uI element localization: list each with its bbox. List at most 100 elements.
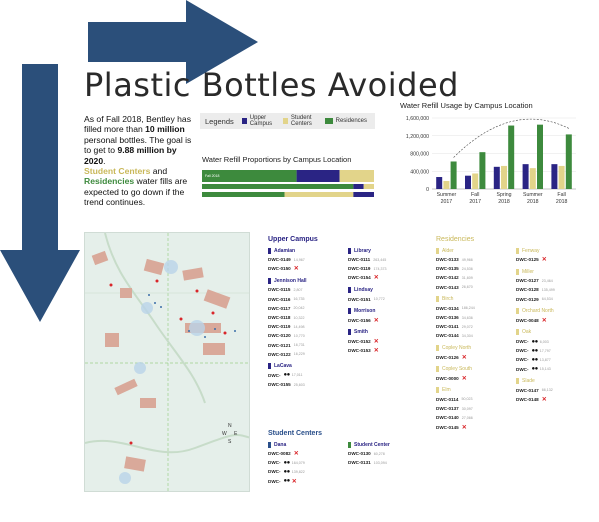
fountain-code: DWC- [516, 357, 529, 363]
fountain-code: DWC-0118 [268, 315, 291, 321]
building-name: Copley South [436, 365, 475, 374]
building-label: Morrison [354, 308, 376, 315]
fill-count: 139,822 [291, 469, 305, 474]
legend-item: Upper Campus [241, 115, 275, 127]
fountain-row: DWC-0111 263,445 [348, 255, 386, 264]
building-column: Alder DWC-0133 49,966 DWC-0135 24,536 DWC-014… [436, 243, 475, 432]
fountain-code: DWC-0141 [436, 324, 459, 330]
redacted-dots: ●● [283, 459, 291, 466]
building-label: Jennison Hall [274, 277, 307, 284]
fountain-code: DWC-0111 [348, 257, 371, 263]
intro-part: personal bottles. The goal is to get to [84, 134, 192, 156]
fountain-row: DWC-0119 174,373 [348, 264, 386, 273]
fill-count: 14,967 [293, 257, 305, 262]
building-name: Birch [436, 295, 475, 304]
building-label: Dana [274, 441, 287, 448]
map-marker-zone [164, 260, 178, 274]
fill-count: 50,023 [461, 397, 473, 402]
map-building [91, 250, 109, 266]
building-name: Elm [436, 386, 475, 395]
fill-count: 24,536 [461, 266, 473, 271]
fountain-row: DWC-0152 ✕ [348, 337, 386, 346]
legend-title: Legends [205, 116, 234, 126]
fountain-row: DWC-0156 ✕ [348, 316, 386, 325]
map-point [154, 302, 156, 304]
map-building [120, 288, 132, 298]
arrow-shape [88, 0, 258, 84]
fountain-code: DWC-0143 [436, 284, 459, 290]
x-tick-label: 2018 [556, 199, 568, 205]
building-name: Morrison [348, 307, 386, 316]
offline-x-icon: ✕ [541, 317, 547, 324]
usage-bar [450, 161, 457, 189]
x-tick-label: Summer [437, 192, 457, 198]
offline-x-icon: ✕ [541, 257, 547, 264]
fountain-row: DWC-0120 10,770 [268, 331, 307, 340]
fountain-row: DWC- ●● 17,797 [516, 346, 555, 355]
building-name: Fenway [516, 246, 555, 255]
fountain-code: DWC-0127 [516, 278, 539, 284]
fountain-code: DWC- [516, 366, 529, 372]
usage-bar [443, 181, 450, 189]
fountain-row: DWC-0150 ✕ [268, 264, 307, 273]
building-label: Alder [442, 247, 454, 254]
offline-x-icon: ✕ [293, 266, 299, 273]
offline-x-icon: ✕ [373, 348, 379, 355]
legend-label: Upper Campus [249, 115, 273, 127]
map-point [109, 283, 113, 287]
legend: Legends Upper Campus Student Centers Res… [200, 113, 375, 129]
y-tick-label: 800,000 [410, 152, 429, 158]
fountain-row: DWC-0144 34,304 [436, 331, 475, 340]
proportion-segment [202, 192, 285, 197]
map-road [104, 233, 206, 404]
redacted-dots: ●● [531, 347, 539, 354]
fountain-row: DWC-0082 ✕ [268, 449, 305, 458]
compass-s: S [228, 439, 232, 445]
fill-count: 15,143 [539, 367, 551, 372]
arrow-shape [0, 64, 80, 322]
building-marker [348, 441, 351, 448]
map-building [124, 456, 146, 472]
fountain-code: DWC-0137 [436, 406, 459, 412]
map-marker-zone [119, 472, 131, 484]
proportion-segment [353, 192, 374, 197]
fill-count: 16,735 [293, 297, 305, 302]
fill-count: 17,011 [291, 373, 303, 378]
building-marker [516, 247, 519, 254]
fountain-row: DWC-0133 49,966 [436, 255, 475, 264]
fill-count: 34,636 [461, 315, 473, 320]
fill-count: 23,464 [541, 278, 553, 283]
page-title: Plastic Bottles Avoided [84, 66, 459, 104]
fountain-row: DWC-0148 ✕ [516, 395, 555, 404]
proportions-chart: Fall 2018 [202, 170, 374, 197]
offline-x-icon: ✕ [293, 451, 299, 458]
right-arrow-graphic [88, 0, 258, 84]
fountain-code: DWC- [268, 469, 281, 475]
fountain-code: DWC-0142 [436, 275, 459, 281]
x-tick-label: Summer [523, 192, 543, 198]
fountain-row: DWC-0129 64,534 [516, 295, 555, 304]
building-label: LaCava [274, 363, 292, 370]
proportion-segment [284, 192, 354, 197]
usage-bar [529, 168, 536, 189]
fill-count: 26,670 [461, 285, 473, 290]
campus-map-graphic: N W E S [85, 233, 249, 491]
fill-count: 16,731 [293, 343, 305, 348]
map-road [85, 434, 249, 454]
building-name: Dana [268, 440, 305, 449]
fill-count: 49,966 [461, 257, 473, 262]
usage-bar [508, 125, 515, 189]
fountain-row: DWC-0143 26,670 [436, 283, 475, 292]
map-marker-zone [141, 302, 153, 314]
map-point [234, 330, 236, 332]
fountain-code: DWC-0149 [268, 257, 291, 263]
proportion-segment [202, 184, 354, 189]
fountain-row: DWC-0127 23,464 [516, 276, 555, 285]
legend-swatch [241, 118, 247, 124]
building-label: Oak [522, 329, 532, 336]
offline-x-icon: ✕ [461, 354, 467, 361]
usage-bar [493, 166, 500, 189]
fountain-code: DWC-0121 [268, 342, 291, 348]
proportion-segment [363, 184, 374, 189]
map-point [195, 289, 199, 293]
